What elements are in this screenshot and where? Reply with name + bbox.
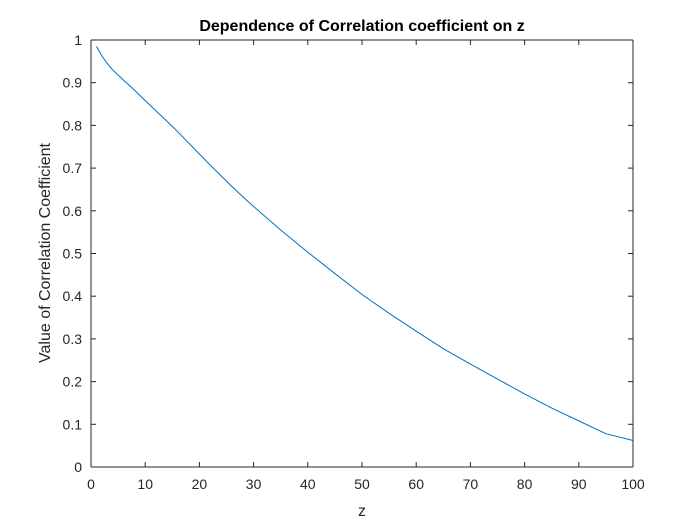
x-tick-label: 90 [571, 476, 587, 492]
y-tick-label: 1 [74, 32, 82, 48]
y-tick-label: 0.2 [63, 374, 83, 390]
series-layer [95, 46, 634, 442]
x-tick-label: 70 [463, 476, 479, 492]
x-tick-label: 50 [354, 476, 370, 492]
y-tick-label: 0 [74, 459, 82, 475]
x-tick-label: 60 [408, 476, 424, 492]
y-tick-label: 0.7 [63, 160, 83, 176]
x-tick-label: 20 [192, 476, 208, 492]
y-tick-label: 0.5 [63, 246, 83, 262]
y-axis-label: Value of Correlation Coefficient [37, 142, 54, 363]
x-tick-label: 100 [621, 476, 645, 492]
y-tick-label: 0.3 [63, 331, 83, 347]
y-tick-label: 0.6 [63, 203, 83, 219]
y-tick-label: 0.9 [63, 75, 83, 91]
chart-title: Dependence of Correlation coefficient on… [199, 18, 524, 35]
x-axis-label: z [358, 503, 366, 520]
series-line [95, 46, 634, 442]
x-tick-label: 80 [517, 476, 533, 492]
y-tick-label: 0.1 [63, 416, 83, 432]
x-tick-label: 0 [87, 476, 95, 492]
x-tick-label: 30 [246, 476, 262, 492]
x-tick-label: 10 [137, 476, 153, 492]
y-tick-label: 0.8 [63, 117, 83, 133]
ticks-layer: 0 10 20 30 40 50 60 70 80 90 100 0 0.1 0.2 0.3 0.4 0.5 0.… [63, 32, 645, 492]
x-tick-label: 40 [300, 476, 316, 492]
y-tick-label: 0.4 [63, 288, 83, 304]
plot-area [91, 40, 633, 467]
